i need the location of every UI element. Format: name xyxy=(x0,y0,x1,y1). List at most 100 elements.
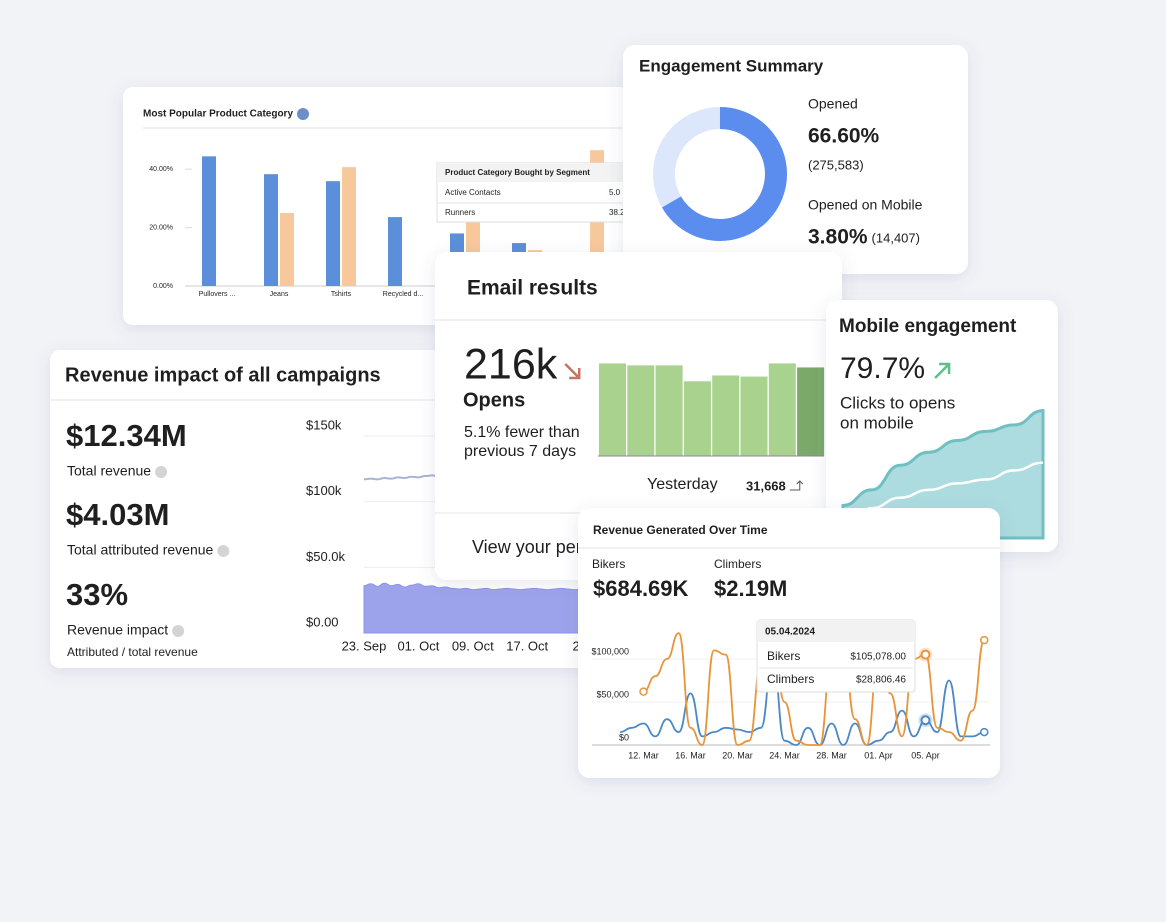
series-total: $2.19M xyxy=(714,576,787,601)
note: 5.1% fewer than xyxy=(464,424,580,441)
bar xyxy=(388,217,402,286)
y-tick-label: 0.00% xyxy=(153,283,173,290)
card-bg xyxy=(623,45,968,274)
end-marker xyxy=(639,687,648,696)
card-title: Revenue Generated Over Time xyxy=(593,523,768,537)
x-tick-label: 05. Apr xyxy=(911,750,940,760)
value-label: 31,668 xyxy=(746,478,786,493)
x-tick-label: Pullovers ... xyxy=(199,291,236,298)
revenue-time-card: Revenue Generated Over Time Bikers $684.69… xyxy=(578,508,1000,778)
y-tick-label: $150k xyxy=(306,417,342,432)
mobile-card: Mobile engagement 79.7% Clicks to openson … xyxy=(826,300,1058,552)
note: Clicks to opens xyxy=(840,393,955,412)
end-marker xyxy=(980,727,989,737)
engagement-card: Engagement Summary Opened 66.60% (275,583) O… xyxy=(623,45,968,274)
help-icon xyxy=(155,466,168,478)
hover-marker xyxy=(920,649,931,660)
x-tick-label: Tshirts xyxy=(331,291,352,298)
x-tick-label: 24. Mar xyxy=(769,750,800,760)
x-tick-label: 09. Oct xyxy=(452,638,494,653)
tooltip-label: Climbers xyxy=(767,672,814,686)
area xyxy=(841,409,1045,540)
help-icon xyxy=(297,108,310,120)
trend-arrow xyxy=(934,362,951,379)
x-tick-label: 20. Mar xyxy=(722,750,753,760)
tooltip-value: $28,806.46 xyxy=(856,675,906,686)
item-value: 3.80% xyxy=(808,226,868,249)
x-tick-label: 17. Oct xyxy=(506,638,548,653)
tooltip-date: 05.04.2024 xyxy=(765,627,815,638)
bar xyxy=(202,156,216,286)
tooltip-header xyxy=(437,163,629,182)
trend-icon xyxy=(789,480,804,491)
card-title: Email results xyxy=(467,277,598,300)
tooltip-label: Runners xyxy=(445,208,475,217)
x-tick-label: 12. Mar xyxy=(628,750,659,760)
bar xyxy=(655,365,683,456)
end-marker xyxy=(980,635,989,645)
card-title: Mobile engagement xyxy=(839,316,1017,337)
x-tick-label: 23. Sep xyxy=(342,638,387,653)
card-title: Revenue impact of all campaigns xyxy=(65,364,381,386)
tooltip-value: 5.0 xyxy=(609,188,621,197)
note: on mobile xyxy=(840,413,914,432)
x-tick-label: Jeans xyxy=(270,291,289,298)
x-tick-label: 28. Mar xyxy=(816,750,847,760)
headline-label: Opens xyxy=(463,389,525,411)
x-tick-label: Recycled d... xyxy=(383,291,424,298)
y-tick-label: $100,000 xyxy=(591,646,629,656)
headline: 79.7% xyxy=(840,352,925,385)
note: previous 7 days xyxy=(464,443,576,460)
area xyxy=(363,582,583,634)
item-label: Opened xyxy=(808,96,858,112)
bar xyxy=(342,167,356,286)
metric-label: Total revenue xyxy=(67,463,151,479)
item-count: (275,583) xyxy=(808,157,864,172)
metric-value: $12.34M xyxy=(66,418,187,453)
item-label: Opened on Mobile xyxy=(808,197,923,213)
bar xyxy=(797,367,825,456)
headline: 216k xyxy=(464,340,558,388)
footer-label: Yesterday xyxy=(647,476,718,493)
tooltip-label: Bikers xyxy=(767,649,800,663)
metric-value: $4.03M xyxy=(66,497,169,532)
hover-marker xyxy=(920,715,931,726)
bar xyxy=(627,365,655,456)
item-count: (14,407) xyxy=(872,230,920,245)
line xyxy=(842,461,1044,533)
tooltip-value: $105,078.00 xyxy=(850,652,906,663)
bar xyxy=(712,375,740,456)
x-tick-label: 16. Mar xyxy=(675,750,706,760)
x-tick-label: 01. Apr xyxy=(864,750,893,760)
tooltip-value: 38.2 xyxy=(609,208,625,217)
bar xyxy=(599,363,626,456)
metric-label: Total attributed revenue xyxy=(67,542,214,558)
bar xyxy=(326,181,340,286)
metric-note: Attributed / total revenue xyxy=(67,645,198,659)
bar xyxy=(280,213,294,286)
y-tick-label: $0.00 xyxy=(306,614,339,629)
metric-label: Revenue impact xyxy=(67,622,168,638)
tooltip-label: Active Contacts xyxy=(445,188,501,197)
y-tick-label: $100k xyxy=(306,483,342,498)
item-value: 66.60% xyxy=(808,125,880,148)
metric-value: 33% xyxy=(66,577,128,612)
bar xyxy=(740,376,768,456)
y-tick-label: 20.00% xyxy=(149,224,173,231)
bar xyxy=(768,363,796,456)
card-title: Most Popular Product Category xyxy=(143,109,293,120)
help-icon xyxy=(172,625,185,637)
series-total: $684.69K xyxy=(593,576,689,601)
y-tick-label: $50.0k xyxy=(306,549,346,564)
bar xyxy=(683,381,711,456)
card-title: Engagement Summary xyxy=(639,56,824,75)
help-icon xyxy=(217,545,230,557)
series-name: Bikers xyxy=(592,557,625,571)
donut-arc xyxy=(653,107,787,241)
x-tick-label: 01. Oct xyxy=(397,638,439,653)
y-tick-label: 40.00% xyxy=(149,166,173,173)
trend-arrow xyxy=(564,363,581,380)
